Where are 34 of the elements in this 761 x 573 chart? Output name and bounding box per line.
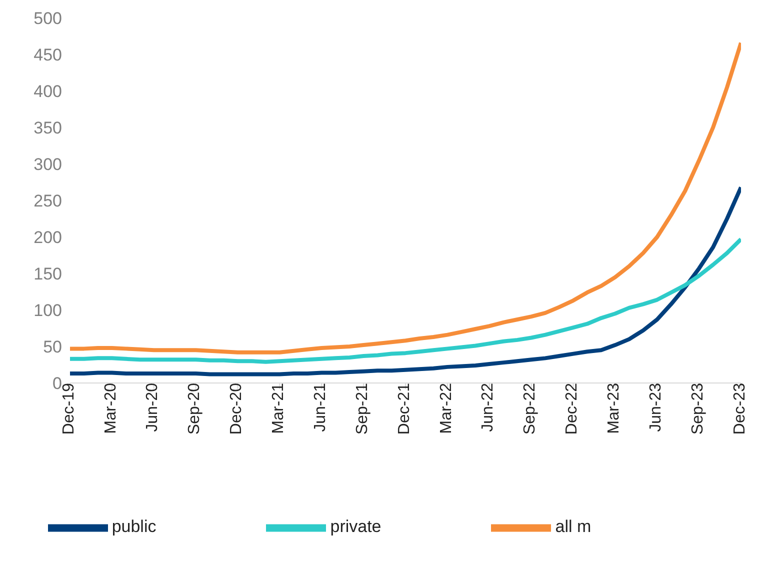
legend-label: public (112, 517, 156, 536)
x-tick-label: Jun-20 (144, 382, 162, 432)
y-tick-label: 150 (34, 264, 62, 284)
x-tick-label: Sep-21 (354, 382, 371, 435)
x-tick-label: Mar-20 (102, 382, 120, 434)
y-tick-label: 100 (34, 301, 62, 320)
line-series (70, 185, 741, 376)
x-tick-label: Jun-21 (312, 382, 329, 432)
x-tick-label: Mar-21 (270, 382, 288, 434)
x-tick-label: Jun-22 (480, 382, 497, 432)
legend-label: private (330, 517, 382, 536)
y-tick-label: 200 (34, 228, 62, 248)
y-tick-label: 250 (34, 192, 62, 211)
x-tick-label: Dec-22 (564, 382, 581, 435)
x-tick-label: Mar-23 (606, 382, 623, 434)
y-tick-label: 50 (43, 338, 62, 357)
x-tick-label: Dec-19 (60, 382, 78, 435)
x-tick-label: Dec-20 (228, 382, 246, 435)
y-tick-label: 400 (34, 82, 62, 102)
y-tick-label: 0 (52, 374, 62, 394)
line-series (70, 237, 741, 364)
y-tick-label: 300 (34, 155, 62, 174)
x-tick-label: Sep-20 (186, 382, 204, 435)
x-tick-label: Jun-23 (647, 382, 664, 432)
y-tick-label: 350 (34, 118, 62, 138)
y-tick-label: 500 (34, 9, 62, 28)
line-series (70, 40, 741, 354)
x-tick-label: Mar-22 (438, 382, 455, 434)
legend-label: all m (555, 517, 592, 536)
x-tick-label: Dec-23 (731, 382, 748, 435)
x-tick-label: Sep-22 (522, 382, 539, 435)
x-tick-label: Sep-23 (689, 382, 706, 435)
y-tick-label: 450 (34, 46, 62, 65)
x-tick-label: Dec-21 (396, 382, 413, 435)
